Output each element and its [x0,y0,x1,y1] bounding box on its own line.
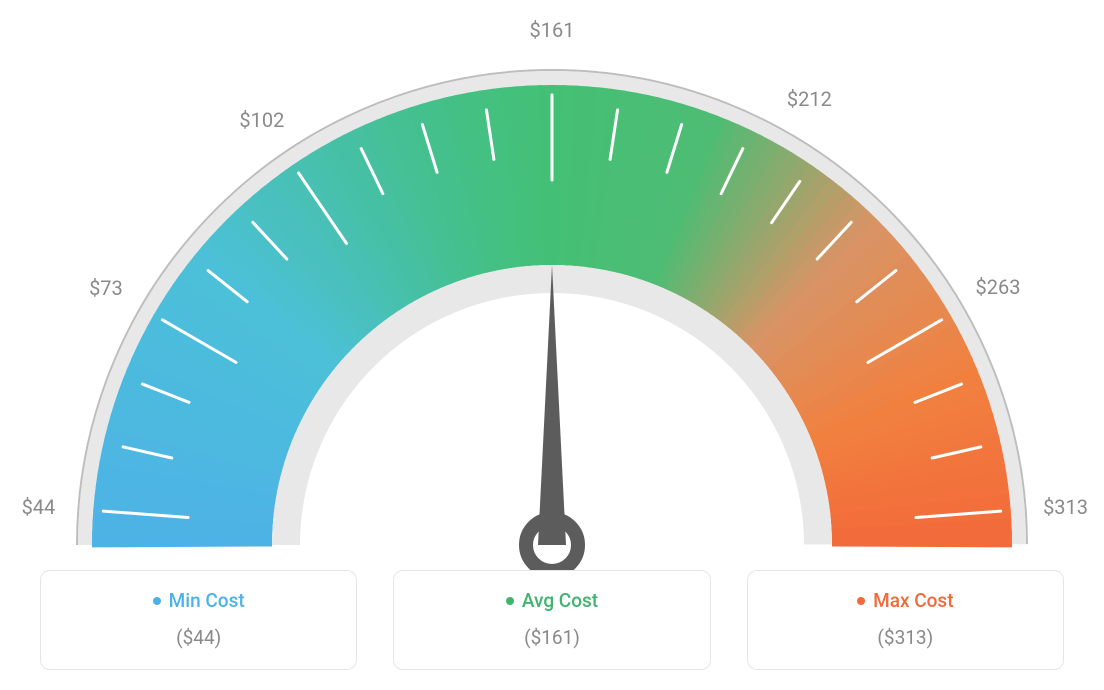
gauge-tick-label: $102 [239,108,284,132]
legend: Min Cost ($44) Avg Cost ($161) Max Cost ($313… [0,570,1104,670]
legend-title-text: Avg Cost [522,589,598,612]
legend-dot-icon [857,597,865,605]
gauge-tick-label: $44 [22,495,56,519]
legend-card: Avg Cost ($161) [393,570,710,670]
gauge-tick-label: $212 [787,87,832,111]
legend-card: Max Cost ($313) [747,570,1064,670]
legend-title: Avg Cost [506,589,598,612]
gauge-needle [538,265,566,545]
gauge-tick-label: $313 [1043,495,1088,519]
legend-title: Min Cost [153,589,245,612]
gauge-container: $44 $73 $102 $161 $212 $263 $313 [0,0,1104,560]
gauge-tick-label: $73 [89,276,123,300]
legend-value: ($44) [51,626,346,649]
legend-title: Max Cost [857,589,953,612]
gauge-tick-label: $161 [530,18,575,42]
legend-card: Min Cost ($44) [40,570,357,670]
legend-value: ($161) [404,626,699,649]
legend-value: ($313) [758,626,1053,649]
legend-dot-icon [153,597,161,605]
gauge-tick-label: $263 [975,275,1020,299]
legend-title-text: Min Cost [169,589,245,612]
legend-title-text: Max Cost [873,589,953,612]
gauge-svg [0,0,1104,580]
legend-dot-icon [506,597,514,605]
